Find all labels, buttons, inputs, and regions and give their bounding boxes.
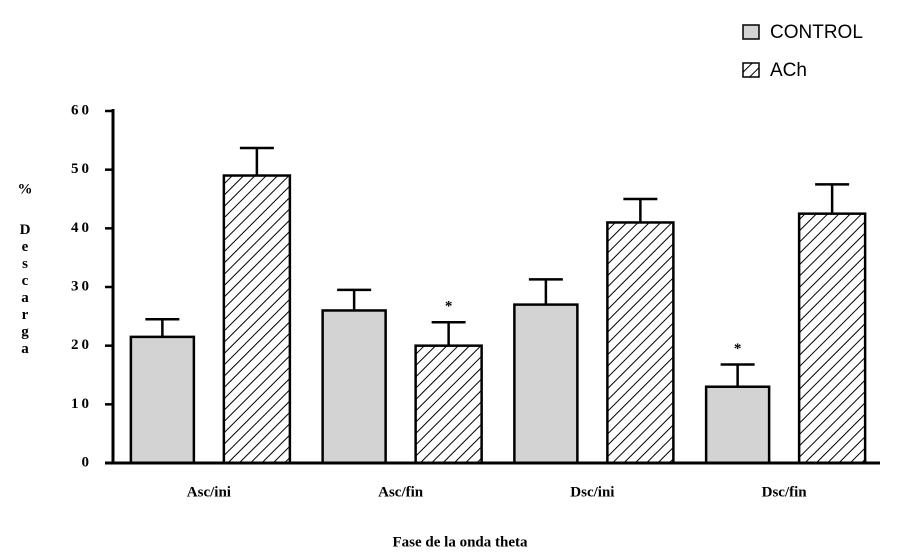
bar: [129, 335, 196, 465]
bar: [606, 221, 675, 465]
y-tick-label: 30: [71, 278, 92, 294]
bar: [414, 344, 483, 465]
x-axis-label: Fase de la onda theta: [393, 534, 529, 550]
y-axis-label: Descarga: [17, 222, 33, 358]
y-tick-label: 0: [82, 454, 93, 470]
y-tick-label: 40: [71, 220, 92, 236]
bar: [704, 385, 771, 465]
legend-label: CONTROL: [770, 22, 863, 43]
legend-swatch: [742, 62, 760, 78]
legend-label: ACh: [770, 60, 807, 81]
y-tick-label: 10: [71, 396, 92, 412]
x-tick-label: Asc/ini: [187, 484, 231, 500]
x-tick-label: Dsc/fin: [762, 484, 808, 500]
annotation: *: [445, 299, 453, 315]
y-tick-label: 60: [71, 102, 92, 118]
annotation: *: [734, 341, 742, 357]
legend-swatch: [742, 24, 760, 40]
bar: [797, 212, 867, 465]
x-tick-label: Dsc/ini: [570, 484, 614, 500]
bar: [222, 174, 292, 465]
bar: [513, 303, 579, 465]
y-tick-label: 20: [71, 337, 92, 353]
x-tick-label: Asc/fin: [378, 484, 424, 500]
bar: [321, 309, 387, 465]
y-tick-label: 50: [71, 161, 92, 177]
y-unit: %: [18, 181, 33, 197]
